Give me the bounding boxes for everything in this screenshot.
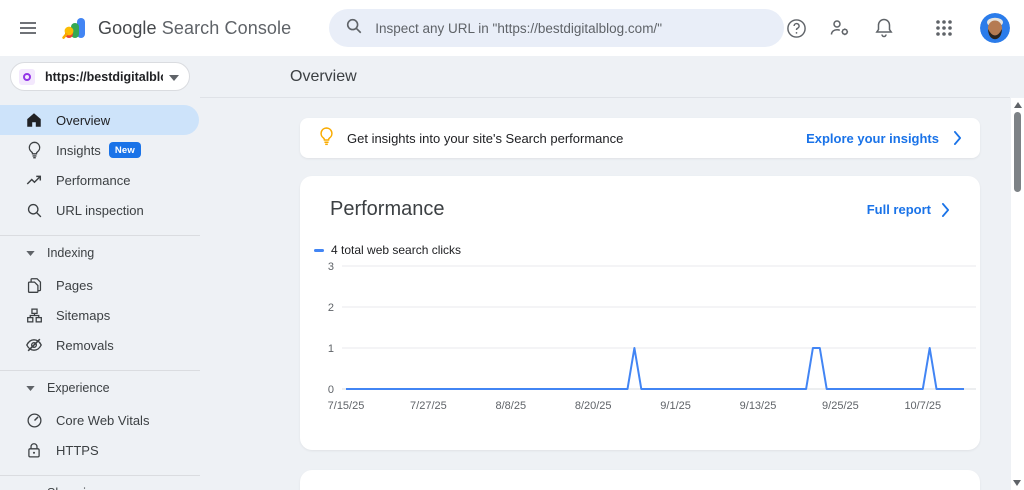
sidebar-item-insights[interactable]: Insights New (0, 135, 200, 165)
explore-insights-link[interactable]: Explore your insights (806, 131, 962, 146)
insight-banner[interactable]: Get insights into your site's Search per… (300, 118, 980, 158)
svg-text:9/1/25: 9/1/25 (660, 400, 691, 412)
svg-text:0: 0 (328, 384, 334, 396)
user-settings-icon[interactable] (828, 16, 852, 40)
search-icon (345, 17, 363, 40)
url-inspect-searchbox[interactable] (329, 9, 784, 47)
search-input[interactable] (375, 20, 768, 36)
performance-card-title: Performance (330, 198, 445, 220)
page-header: Overview (200, 56, 1010, 98)
product-name: Google Search Console (98, 18, 291, 39)
sidebar-divider (0, 370, 200, 371)
section-label: Shopping (47, 486, 100, 490)
legend-label: 4 total web search clicks (331, 243, 462, 257)
svg-text:7/27/25: 7/27/25 (410, 400, 447, 412)
sidebar-item-url-inspection[interactable]: URL inspection (0, 195, 200, 225)
sidebar-item-label: Core Web Vitals (56, 412, 150, 428)
sidebar-item-https[interactable]: HTTPS (0, 435, 200, 465)
sidebar-item-sitemaps[interactable]: Sitemaps (0, 300, 200, 330)
sidebar-item-label: Overview (56, 112, 111, 128)
performance-card: Performance Full report 4 total web sear… (300, 176, 980, 450)
apps-grid-icon[interactable] (932, 16, 956, 40)
sidebar-item-core-web-vitals[interactable]: Core Web Vitals (0, 405, 200, 435)
svg-text:7/15/25: 7/15/25 (328, 400, 365, 412)
sidebar-item-label: Removals (56, 337, 114, 353)
clicks-line-chart[interactable]: 0 1 2 3 7/15/25 7/27/25 8/8/25 8/20/25 9/1/25 9/1… (316, 261, 976, 424)
sidebar: https://bestdigitalblog.... Overview Ins… (0, 56, 200, 490)
notifications-icon[interactable] (872, 16, 896, 40)
topbar-actions (784, 13, 1024, 43)
full-report-label: Full report (866, 202, 931, 217)
sitemaps-icon (24, 307, 44, 324)
insight-banner-text: Get insights into your site's Search per… (347, 130, 624, 146)
chart-legend: 4 total web search clicks (314, 243, 950, 257)
avatar[interactable] (980, 13, 1010, 43)
search-console-logo (62, 15, 88, 41)
https-icon (24, 442, 44, 459)
svg-text:8/8/25: 8/8/25 (496, 400, 527, 412)
property-selector[interactable]: https://bestdigitalblog.... (10, 62, 190, 91)
svg-text:9/25/25: 9/25/25 (822, 400, 859, 412)
property-label: https://bestdigitalblog.... (45, 69, 163, 84)
svg-text:1: 1 (328, 343, 334, 355)
insight-bulb-icon (318, 126, 335, 151)
svg-text:2: 2 (328, 302, 334, 314)
sidebar-section-indexing[interactable]: Indexing (0, 236, 200, 270)
menu-icon[interactable] (0, 18, 44, 38)
sidebar-divider (0, 475, 200, 476)
property-icon (19, 68, 35, 85)
sidebar-item-label: Performance (56, 172, 131, 188)
chevron-right-icon (942, 202, 949, 217)
home-icon (24, 111, 44, 129)
scrollbar-down-arrow[interactable] (1013, 480, 1021, 486)
removals-icon (24, 336, 44, 354)
main-content: Overview Get insights into your site's S… (200, 56, 1024, 490)
sidebar-item-label: HTTPS (56, 442, 99, 458)
chevron-right-icon (954, 131, 961, 145)
next-card-partial (300, 470, 980, 490)
url-inspection-icon (24, 202, 44, 219)
core-web-vitals-icon (24, 412, 44, 429)
explore-insights-label: Explore your insights (806, 130, 939, 146)
svg-text:3: 3 (328, 261, 334, 273)
full-report-link[interactable]: Full report (867, 202, 950, 217)
caret-down-icon (169, 68, 179, 86)
sidebar-item-label: Insights (56, 142, 101, 158)
sidebar-item-performance[interactable]: Performance (0, 165, 200, 195)
sidebar-section-shopping[interactable]: Shopping (0, 476, 200, 490)
performance-icon (24, 171, 44, 189)
svg-text:8/20/25: 8/20/25 (575, 400, 612, 412)
top-bar: Google Search Console (0, 0, 1024, 56)
caret-down-icon (26, 385, 35, 391)
new-badge: New (108, 142, 141, 158)
svg-text:10/7/25: 10/7/25 (904, 400, 941, 412)
legend-swatch-clicks (314, 248, 324, 252)
sidebar-item-label: URL inspection (56, 202, 144, 218)
section-label: Indexing (47, 246, 95, 260)
product-name-search-console: Search Console (161, 17, 292, 38)
insights-icon (24, 141, 44, 159)
caret-down-icon (26, 250, 35, 256)
vertical-scrollbar[interactable] (1011, 98, 1024, 490)
scrollbar-up-arrow[interactable] (1013, 102, 1022, 108)
page-title: Overview (290, 67, 357, 85)
sidebar-item-label: Pages (56, 277, 93, 293)
product-name-google: Google (98, 17, 157, 38)
sidebar-item-label: Sitemaps (56, 307, 111, 323)
sidebar-section-experience[interactable]: Experience (0, 371, 200, 405)
help-icon[interactable] (784, 16, 808, 40)
sidebar-item-pages[interactable]: Pages (0, 270, 200, 300)
sidebar-divider (0, 235, 200, 236)
sidebar-item-removals[interactable]: Removals (0, 330, 200, 360)
section-label: Experience (47, 381, 110, 395)
svg-text:9/13/25: 9/13/25 (740, 400, 777, 412)
sidebar-item-overview[interactable]: Overview (0, 105, 199, 135)
scrollbar-thumb[interactable] (1014, 112, 1021, 192)
pages-icon (24, 277, 44, 294)
